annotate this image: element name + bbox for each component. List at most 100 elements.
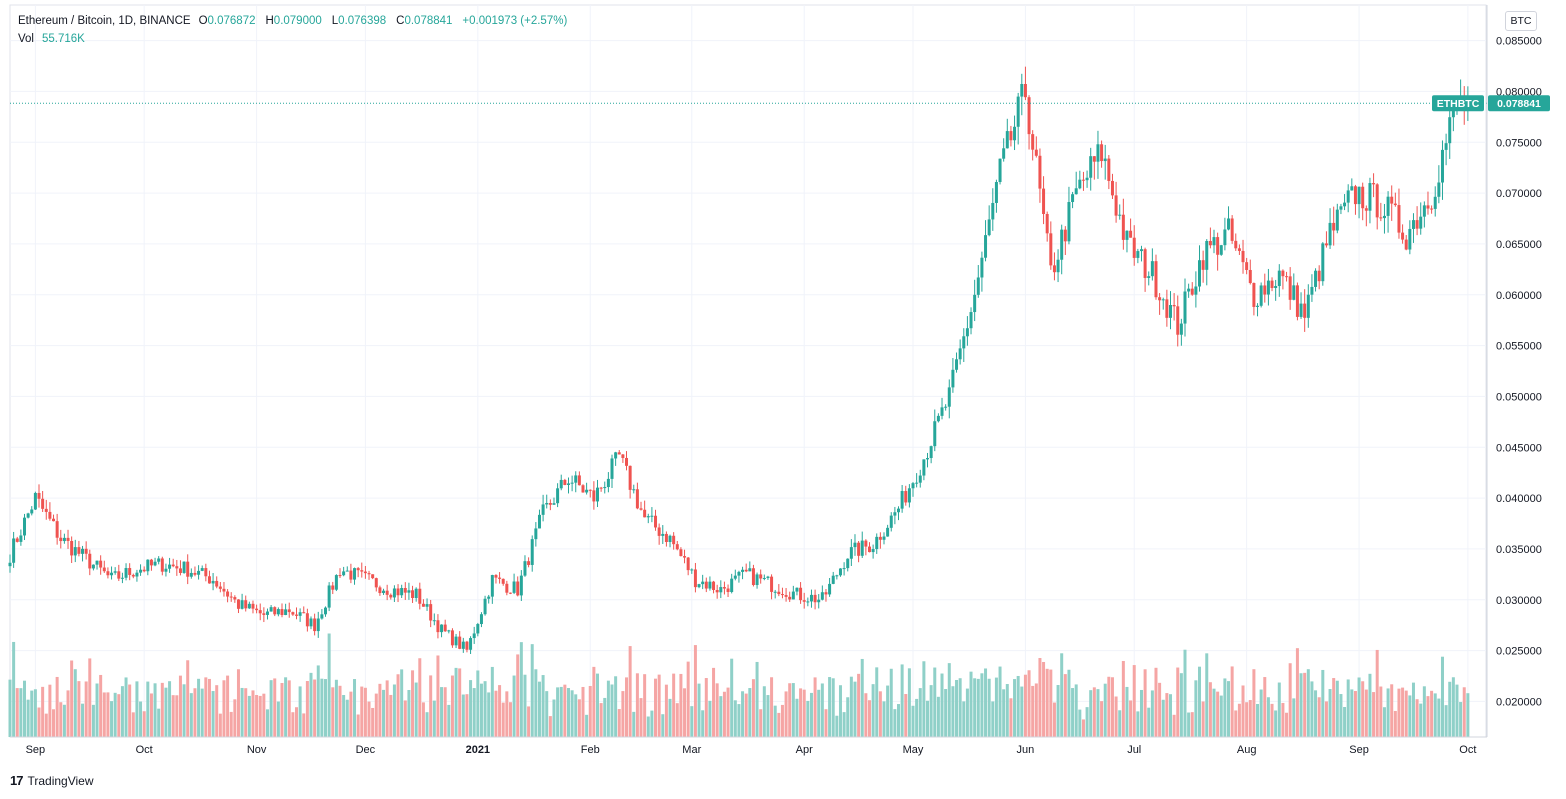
volume-bar: [599, 703, 603, 737]
candle-body: [1205, 240, 1209, 270]
time-axis[interactable]: Sep Oct Nov Dec 2021 Feb Mar Apr May Jun Jul Aug Sep…: [10, 736, 1487, 756]
candle-body: [382, 590, 386, 594]
time-tick-label: Jun: [1017, 744, 1035, 756]
candle-body: [233, 597, 237, 600]
volume-bar: [8, 679, 12, 737]
candle-body: [1422, 205, 1426, 217]
candle-body: [309, 618, 313, 627]
candle-body: [327, 585, 331, 608]
currency-badge[interactable]: BTC: [1505, 11, 1537, 31]
volume-bar: [672, 673, 676, 737]
volume-bar: [418, 658, 422, 737]
volume-label[interactable]: Vol: [18, 33, 34, 45]
volume-bar: [1303, 672, 1307, 737]
candle-body: [1103, 158, 1107, 162]
candle-body: [911, 483, 915, 489]
volume-bar: [1252, 669, 1256, 737]
volume-bar: [171, 695, 175, 737]
candle-body: [1067, 202, 1071, 242]
volume-bar: [980, 673, 984, 737]
volume-bar: [1121, 660, 1125, 737]
tradingview-logo[interactable]: 17 TradingView: [10, 773, 94, 788]
symbol-title[interactable]: Ethereum / Bitcoin, 1D, BINANCE: [18, 15, 191, 27]
candle-body: [70, 540, 74, 556]
volume-bar: [403, 700, 407, 737]
candle-body: [541, 504, 545, 515]
candle-body: [897, 508, 901, 513]
volume-bar: [679, 673, 683, 737]
candle-body: [1430, 208, 1434, 210]
candle-body: [407, 590, 411, 593]
volume-bar: [168, 681, 172, 737]
candle-body: [1419, 216, 1423, 229]
candle-body: [81, 548, 85, 554]
candle-body: [1042, 188, 1046, 215]
candle-body: [566, 483, 570, 485]
volume-bar: [1005, 684, 1009, 737]
volume-bar: [392, 684, 396, 737]
candle-body: [875, 536, 879, 550]
candle-body: [523, 561, 527, 576]
candle-body: [124, 568, 128, 578]
volume-bar: [95, 683, 99, 737]
candle-body: [153, 561, 157, 566]
candle-body: [1328, 222, 1332, 246]
volume-bar: [577, 699, 581, 737]
volume-bar: [1092, 687, 1096, 737]
volume-bar: [947, 663, 951, 737]
candle-body: [1139, 249, 1143, 252]
volume-bar: [407, 689, 411, 737]
candle-body: [1321, 243, 1325, 282]
candle-body: [302, 612, 306, 614]
candle-body: [643, 509, 647, 518]
volume-bar: [1085, 707, 1089, 737]
candle-body: [1448, 117, 1452, 144]
candle-body: [411, 590, 415, 599]
volume-bar: [574, 694, 578, 737]
candle-body: [1426, 205, 1430, 209]
candle-body: [1183, 291, 1187, 324]
candle-body: [1375, 184, 1379, 218]
volume-bar: [1110, 677, 1114, 737]
volume-bar: [15, 688, 19, 737]
candle-body: [128, 568, 132, 575]
candle-body: [686, 557, 690, 571]
price-tick-label: 0.030000: [1496, 595, 1542, 607]
volume-bar: [487, 692, 491, 737]
volume-bar: [218, 713, 222, 737]
volume-bar: [193, 688, 197, 737]
volume-bar: [294, 707, 298, 737]
candle-body: [1303, 303, 1307, 318]
candle-body: [516, 581, 520, 596]
volume-bar: [958, 678, 962, 737]
volume-bar: [258, 695, 262, 737]
candle-body: [926, 458, 930, 460]
volume-bar: [991, 701, 995, 737]
candle-body: [1198, 260, 1202, 287]
candle-body: [675, 544, 679, 550]
volume-bar: [780, 704, 784, 737]
price-tick-label: 0.055000: [1496, 341, 1542, 353]
volume-bar: [1375, 649, 1379, 737]
volume-bar: [37, 707, 41, 737]
volume-bar: [1274, 710, 1278, 737]
volume-bar: [157, 708, 161, 737]
volume-bar: [62, 704, 66, 737]
candle-body: [30, 509, 34, 514]
volume-bar: [1248, 700, 1252, 737]
price-axis[interactable]: 0.020000 0.025000 0.030000 0.035000 0.040000…: [1486, 5, 1542, 737]
volume-bar: [1009, 698, 1013, 737]
candle-body: [1339, 206, 1343, 210]
volume-bar: [1451, 677, 1455, 737]
volume-bar: [686, 661, 690, 737]
volume-bar: [523, 674, 527, 737]
price-tick-label: 0.045000: [1496, 442, 1542, 454]
volume-bar: [1422, 686, 1426, 737]
candle-body: [84, 548, 88, 554]
volume-bar: [102, 692, 106, 737]
candle-body: [450, 630, 454, 646]
volume-bar: [1081, 719, 1085, 737]
volume-bar: [530, 644, 534, 737]
volume-bar: [512, 675, 516, 737]
